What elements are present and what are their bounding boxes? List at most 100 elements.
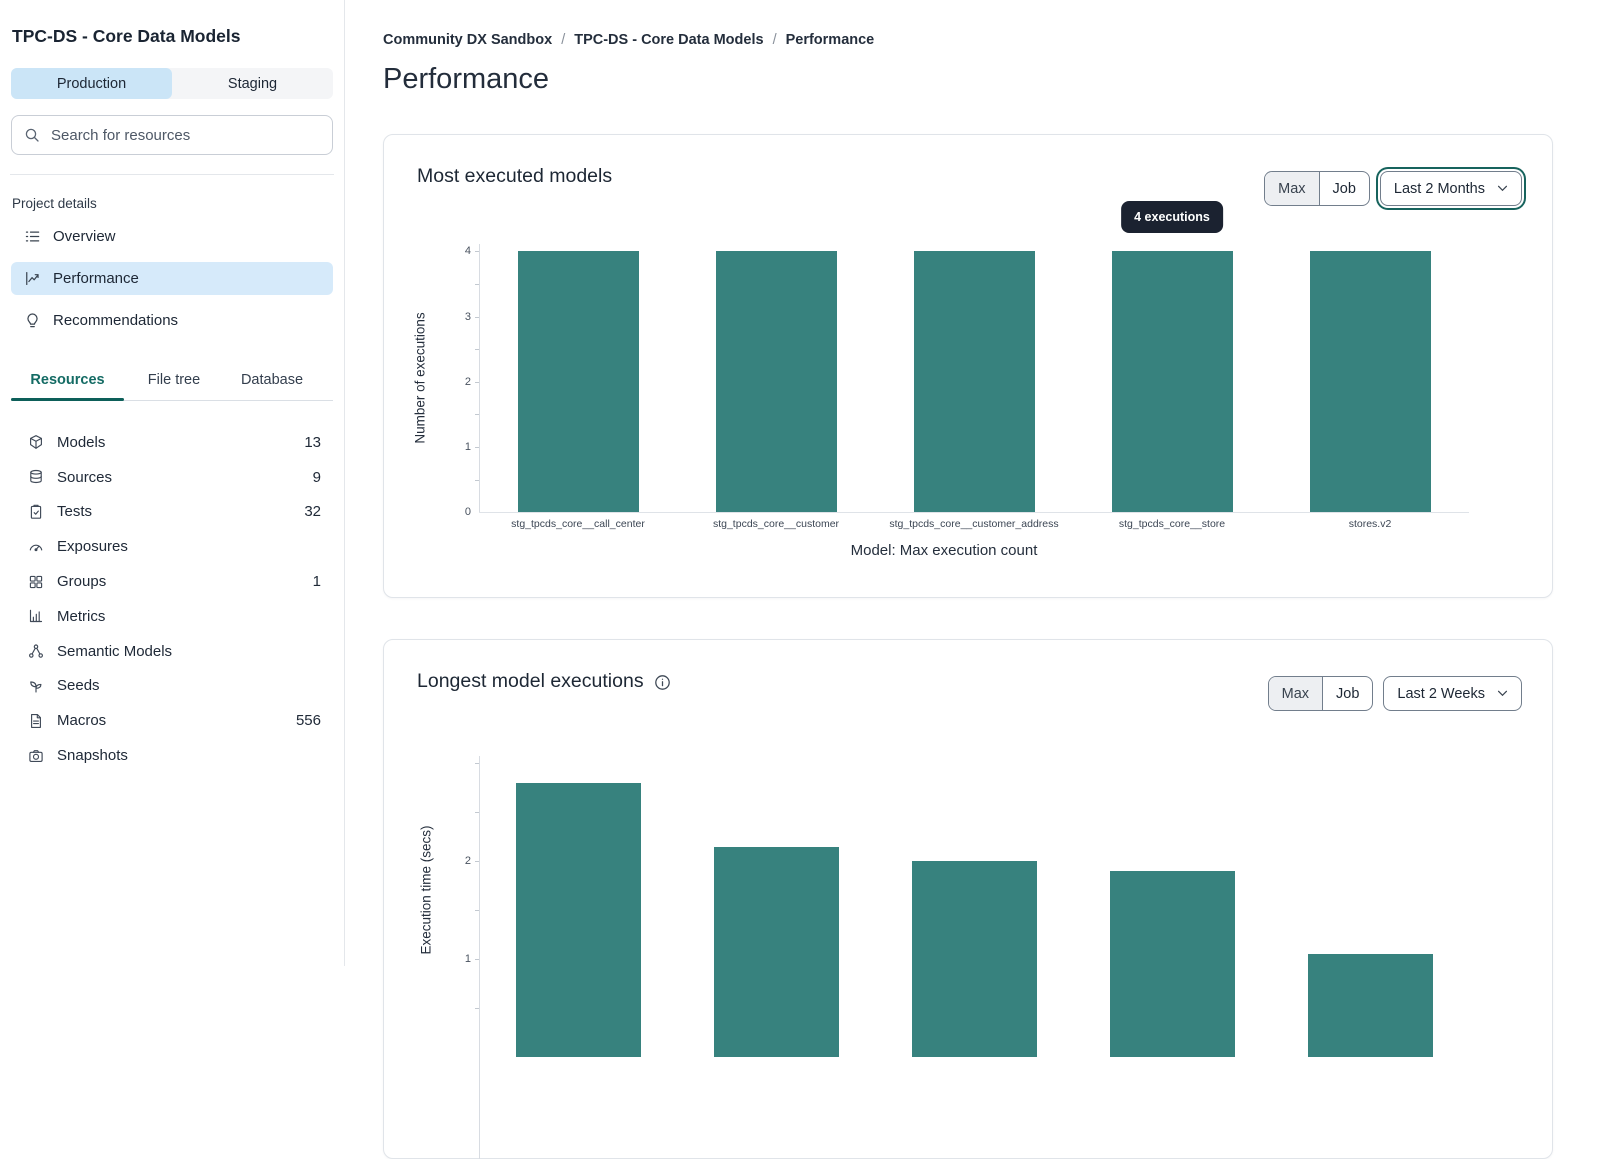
- axis-tick: [475, 349, 479, 351]
- resource-label: Macros: [57, 712, 107, 730]
- sidebar-item-label: Recommendations: [53, 312, 179, 329]
- sidebar: TPC-DS - Core Data Models Production Sta…: [0, 0, 345, 966]
- job-toggle[interactable]: Job: [1318, 172, 1369, 206]
- axis-tick: [475, 447, 479, 449]
- project-details-label: Project details: [12, 196, 97, 211]
- grid-icon: [28, 574, 44, 590]
- bar[interactable]: [715, 251, 837, 513]
- time-range-value: Last 2 Months: [1393, 180, 1485, 197]
- x-tick-label: stg_tpcds_core__store: [1118, 518, 1226, 531]
- axis-tick: [475, 414, 479, 416]
- y-axis-title: Execution time (secs): [418, 825, 434, 955]
- y-tick-label: 0: [464, 506, 471, 519]
- gauge-icon: [28, 539, 44, 555]
- trend-icon: [24, 270, 41, 287]
- bar[interactable]: [515, 782, 641, 1058]
- resource-list: Models 13 Sources 9 Tests 32 Exposures Groups 1 M…: [11, 425, 333, 773]
- y-axis-line: [479, 756, 480, 1159]
- resource-label: Seeds: [57, 677, 100, 695]
- file-icon: [28, 713, 44, 729]
- axis-tick: [475, 861, 479, 863]
- breadcrumb-item: Performance: [785, 32, 875, 48]
- job-toggle[interactable]: Job: [1322, 677, 1372, 711]
- staging-toggle[interactable]: Staging: [227, 75, 278, 92]
- axis-tick: [475, 251, 479, 253]
- camera-icon: [28, 748, 44, 764]
- card-title-text: Longest model executions: [417, 670, 644, 693]
- resource-row-semantic-models[interactable]: Semantic Models: [11, 634, 333, 669]
- resource-row-metrics[interactable]: Metrics: [11, 599, 333, 634]
- search-box[interactable]: [11, 115, 333, 155]
- sidebar-item-label: Overview: [53, 228, 116, 245]
- card-title: Longest model executions: [417, 670, 671, 693]
- resource-count: 9: [312, 468, 321, 486]
- sidebar-item-performance[interactable]: Performance: [11, 262, 333, 295]
- chevron-down-icon: [1497, 690, 1508, 697]
- y-tick-label: 4: [464, 245, 471, 258]
- bar[interactable]: [1111, 251, 1233, 513]
- max-toggle[interactable]: Max: [1265, 172, 1319, 206]
- most-executed-models-card: Most executed models Max Job Last 2 Mont…: [383, 134, 1553, 599]
- sidebar-divider: [10, 174, 334, 175]
- card-title: Most executed models: [417, 165, 613, 188]
- longest-model-executions-chart: 1 2 Execution time (secs): [384, 640, 1552, 1159]
- tab-resources[interactable]: Resources: [11, 364, 124, 401]
- bar[interactable]: [517, 251, 639, 513]
- environment-toggle: Production Staging: [11, 68, 333, 99]
- y-axis-title: Number of executions: [412, 312, 428, 445]
- max-toggle[interactable]: Max: [1268, 677, 1323, 711]
- axis-tick: [475, 283, 479, 285]
- bar[interactable]: [713, 846, 839, 1058]
- time-range-dropdown[interactable]: Last 2 Weeks: [1383, 676, 1522, 712]
- resource-count: 32: [304, 503, 321, 521]
- resource-row-tests[interactable]: Tests 32: [11, 495, 333, 530]
- bar[interactable]: [913, 251, 1035, 513]
- resource-label: Models: [57, 433, 106, 451]
- search-input[interactable]: [49, 125, 320, 145]
- breadcrumb: Community DX Sandbox / TPC-DS - Core Data …: [383, 32, 1553, 48]
- x-tick-label: stores.v2: [1348, 518, 1392, 531]
- y-axis-line: [479, 244, 480, 513]
- resource-label: Semantic Models: [57, 642, 173, 660]
- page-title: Performance: [383, 63, 550, 95]
- sidebar-tabs: Resources File tree Database: [11, 364, 333, 401]
- resource-label: Groups: [57, 573, 107, 591]
- resource-row-seeds[interactable]: Seeds: [11, 669, 333, 704]
- resource-row-snapshots[interactable]: Snapshots: [11, 738, 333, 773]
- sidebar-item-overview[interactable]: Overview: [11, 220, 333, 253]
- axis-tick: [475, 316, 479, 318]
- breadcrumb-item[interactable]: Community DX Sandbox: [383, 32, 553, 48]
- resource-label: Metrics: [57, 607, 106, 625]
- tab-file-tree[interactable]: File tree: [147, 372, 201, 388]
- share-nodes-icon: [28, 643, 44, 659]
- resource-row-groups[interactable]: Groups 1: [11, 564, 333, 599]
- main-content: Community DX Sandbox / TPC-DS - Core Data …: [345, 0, 1621, 1159]
- resource-label: Exposures: [57, 538, 128, 556]
- axis-tick: [475, 1008, 479, 1010]
- bar[interactable]: [1307, 954, 1433, 1058]
- clipboard-check-icon: [28, 504, 44, 520]
- info-icon[interactable]: [654, 674, 671, 691]
- list-icon: [24, 228, 41, 245]
- axis-tick: [475, 812, 479, 814]
- production-toggle[interactable]: Production: [11, 68, 172, 99]
- bar[interactable]: [911, 861, 1037, 1058]
- chart-tooltip: 4 executions: [1121, 201, 1223, 234]
- y-tick-label: 3: [464, 310, 471, 323]
- breadcrumb-item[interactable]: TPC-DS - Core Data Models: [574, 32, 764, 48]
- resource-row-macros[interactable]: Macros 556: [11, 703, 333, 738]
- resource-row-models[interactable]: Models 13: [11, 425, 333, 460]
- project-title: TPC-DS - Core Data Models: [12, 26, 241, 46]
- resource-label: Tests: [57, 503, 93, 521]
- resource-row-sources[interactable]: Sources 9: [11, 460, 333, 495]
- chevron-down-icon: [1497, 185, 1508, 192]
- resource-row-exposures[interactable]: Exposures: [11, 529, 333, 564]
- tab-database[interactable]: Database: [240, 372, 304, 388]
- time-range-value: Last 2 Weeks: [1397, 685, 1485, 702]
- time-range-dropdown[interactable]: Last 2 Months: [1379, 171, 1522, 207]
- bar[interactable]: [1309, 251, 1431, 513]
- sidebar-item-recommendations[interactable]: Recommendations: [11, 304, 333, 337]
- resource-count: 1: [312, 573, 321, 591]
- bar[interactable]: [1109, 871, 1235, 1058]
- database-icon: [28, 469, 44, 485]
